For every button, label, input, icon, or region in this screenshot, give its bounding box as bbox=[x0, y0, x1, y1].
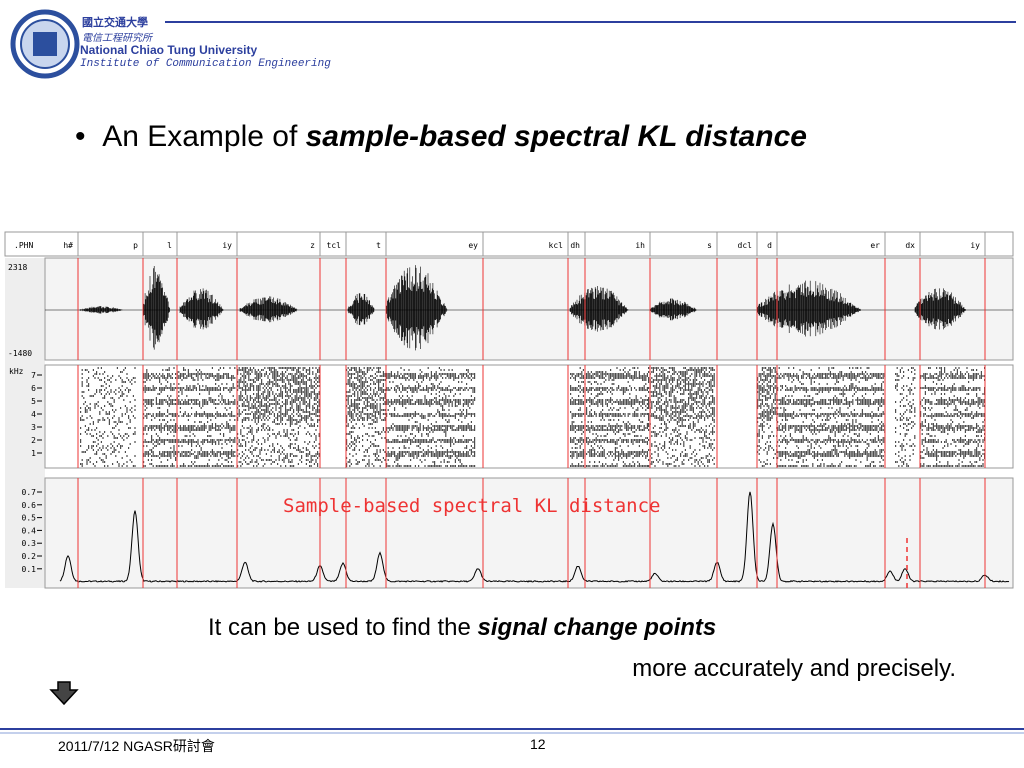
kl-tick-label: 0.1 bbox=[22, 565, 37, 574]
institute-zh: 電信工程研究所 bbox=[82, 33, 152, 44]
phoneme: h# bbox=[63, 241, 73, 250]
kl-curve bbox=[59, 491, 1010, 583]
waveform bbox=[45, 265, 1013, 351]
footer-date: 2011/7/12 NGASR研討會 bbox=[58, 738, 215, 754]
phoneme: iy bbox=[970, 241, 980, 250]
phoneme: iy bbox=[222, 241, 232, 250]
spec-tick-label: 4 bbox=[31, 410, 36, 419]
spec-tick-label: 6 bbox=[31, 384, 36, 393]
kl-tick-label: 0.6 bbox=[22, 501, 37, 510]
phoneme: dcl bbox=[738, 241, 753, 250]
phoneme: t bbox=[376, 241, 381, 250]
tier-label: .PHN bbox=[14, 241, 33, 250]
note-line2: more accurately and precisely. bbox=[632, 655, 956, 682]
wave-max: 2318 bbox=[8, 263, 27, 272]
label-col bbox=[5, 258, 45, 588]
kl-tick-label: 0.4 bbox=[22, 526, 37, 535]
down-arrow-icon bbox=[49, 681, 79, 706]
kl-tick-label: 0.2 bbox=[22, 552, 37, 561]
spec-tick-label: 2 bbox=[31, 436, 36, 445]
phoneme: l bbox=[167, 241, 172, 250]
spec-tick-label: 5 bbox=[31, 397, 36, 406]
kl-tick-label: 0.5 bbox=[22, 514, 37, 523]
bullet-text: An Example of bbox=[102, 120, 306, 153]
logo-building bbox=[33, 32, 57, 56]
wave-min: -1480 bbox=[8, 349, 32, 358]
kl-panel bbox=[44, 477, 1014, 589]
spec-unit: kHz bbox=[9, 367, 24, 376]
phoneme: d bbox=[767, 241, 772, 250]
note-emphasis: signal change points bbox=[477, 614, 717, 641]
phoneme: ey bbox=[468, 241, 478, 250]
phoneme: er bbox=[870, 241, 880, 250]
note-text: It can be used to find the bbox=[208, 614, 478, 641]
spec-tick-label: 7 bbox=[31, 371, 36, 380]
note-line1: It can be used to find the signal change… bbox=[208, 614, 716, 642]
bullet-emphasis: sample-based spectral KL distance bbox=[305, 120, 807, 153]
spec-tick-label: 1 bbox=[31, 449, 36, 458]
university-zh: 國立交通大學 bbox=[82, 16, 148, 29]
phn-row bbox=[4, 231, 1014, 257]
kl-tick-label: 0.3 bbox=[22, 539, 37, 548]
page-number: 12 bbox=[530, 736, 546, 752]
phoneme: z bbox=[310, 241, 315, 250]
bullet: • An Example of sample-based spectral KL… bbox=[75, 120, 807, 153]
annotation: Sample-based spectral KL distance bbox=[283, 495, 661, 517]
phoneme: tcl bbox=[327, 241, 342, 250]
university-en: National Chiao Tung University bbox=[80, 43, 258, 57]
figure: .PHN 2318 -1480 kHz 7 6 5 4 3 2 1 0.7 0.6 0.5 0.4 0.3 0.… bbox=[4, 231, 1014, 592]
spec-tick-label: 3 bbox=[31, 423, 36, 432]
kl-tick-label: 0.7 bbox=[22, 488, 37, 497]
phoneme: p bbox=[133, 241, 138, 250]
phoneme: ih bbox=[635, 241, 645, 250]
spectrogram bbox=[80, 367, 986, 467]
institute-en: Institute of Communication Engineering bbox=[80, 58, 331, 70]
phoneme: kcl bbox=[549, 241, 564, 250]
phoneme: dh bbox=[570, 241, 580, 250]
phoneme: dx bbox=[905, 241, 915, 250]
phoneme: s bbox=[707, 241, 712, 250]
